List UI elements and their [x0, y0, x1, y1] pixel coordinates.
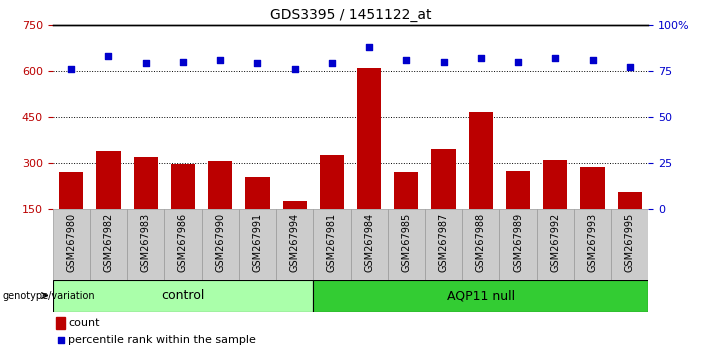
Point [55, 337, 66, 342]
Point [252, 61, 263, 66]
Point [364, 44, 375, 50]
Bar [320, 155, 344, 209]
Point [140, 61, 151, 66]
Text: GSM267987: GSM267987 [439, 212, 449, 272]
Bar [357, 68, 381, 209]
Text: GSM267992: GSM267992 [550, 212, 560, 272]
Point [624, 64, 635, 70]
Text: percentile rank within the sample: percentile rank within the sample [69, 335, 257, 344]
Point [550, 55, 561, 61]
Point [326, 61, 337, 66]
FancyBboxPatch shape [53, 209, 90, 280]
Point [587, 57, 598, 63]
Point [438, 59, 449, 64]
FancyBboxPatch shape [350, 209, 388, 280]
FancyBboxPatch shape [202, 209, 239, 280]
Text: GSM267994: GSM267994 [290, 212, 299, 272]
Text: AQP11 null: AQP11 null [447, 289, 515, 302]
Bar [394, 172, 418, 209]
Bar [618, 192, 642, 209]
FancyBboxPatch shape [90, 209, 127, 280]
Bar [245, 177, 269, 209]
FancyBboxPatch shape [499, 209, 537, 280]
Text: GSM267984: GSM267984 [364, 212, 374, 272]
Point [103, 53, 114, 59]
Point [215, 57, 226, 63]
Point [401, 57, 412, 63]
Text: genotype/variation: genotype/variation [3, 291, 95, 301]
Point [475, 55, 486, 61]
Point [512, 59, 524, 64]
Text: GSM267990: GSM267990 [215, 212, 225, 272]
Text: GSM267991: GSM267991 [252, 212, 262, 272]
FancyBboxPatch shape [611, 209, 648, 280]
Bar [283, 201, 307, 209]
FancyBboxPatch shape [313, 280, 648, 312]
FancyBboxPatch shape [239, 209, 276, 280]
Bar [134, 157, 158, 209]
Point [289, 66, 300, 72]
FancyBboxPatch shape [276, 209, 313, 280]
FancyBboxPatch shape [462, 209, 499, 280]
Bar [469, 112, 493, 209]
Bar [171, 164, 195, 209]
Bar [580, 167, 605, 209]
FancyBboxPatch shape [388, 209, 425, 280]
FancyBboxPatch shape [53, 280, 313, 312]
Text: GSM267993: GSM267993 [587, 212, 597, 272]
Bar [208, 161, 232, 209]
FancyBboxPatch shape [425, 209, 462, 280]
Text: GSM267981: GSM267981 [327, 212, 337, 272]
Bar [506, 171, 530, 209]
Text: count: count [69, 318, 100, 328]
Bar [96, 150, 121, 209]
Text: GSM267988: GSM267988 [476, 212, 486, 272]
FancyBboxPatch shape [574, 209, 611, 280]
FancyBboxPatch shape [164, 209, 202, 280]
FancyBboxPatch shape [313, 209, 350, 280]
Text: GSM267989: GSM267989 [513, 212, 523, 272]
Point [66, 66, 77, 72]
Text: control: control [161, 289, 205, 302]
Text: GSM267982: GSM267982 [104, 212, 114, 272]
Text: GSM267980: GSM267980 [66, 212, 76, 272]
Bar [432, 149, 456, 209]
FancyBboxPatch shape [537, 209, 574, 280]
Bar [543, 160, 567, 209]
Bar [56, 317, 64, 329]
Point [177, 59, 189, 64]
Text: GSM267983: GSM267983 [141, 212, 151, 272]
Text: GSM267985: GSM267985 [402, 212, 411, 272]
Bar [59, 172, 83, 209]
Text: GSM267986: GSM267986 [178, 212, 188, 272]
FancyBboxPatch shape [127, 209, 164, 280]
Text: GSM267995: GSM267995 [625, 212, 635, 272]
Title: GDS3395 / 1451122_at: GDS3395 / 1451122_at [270, 8, 431, 22]
